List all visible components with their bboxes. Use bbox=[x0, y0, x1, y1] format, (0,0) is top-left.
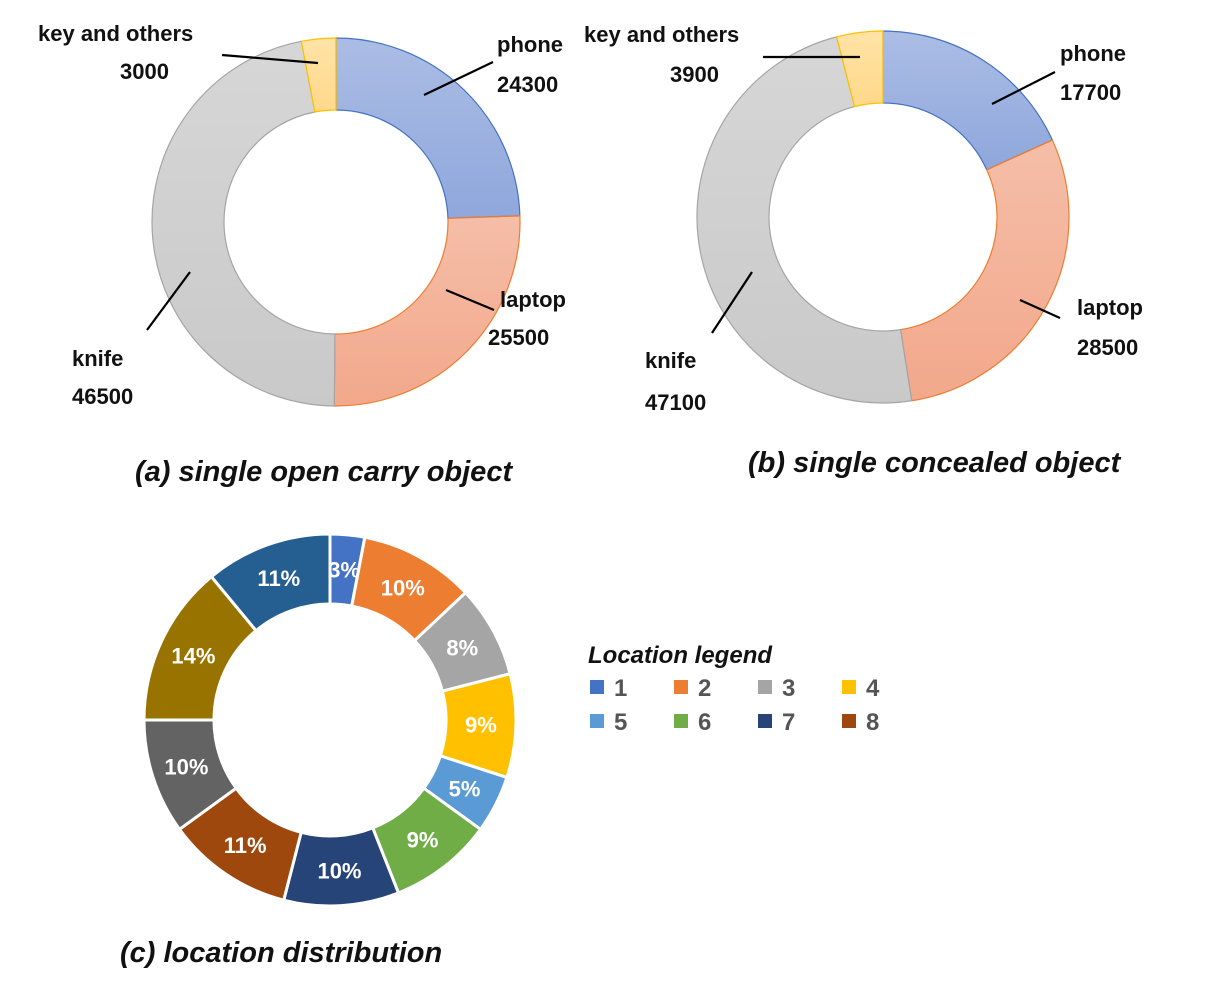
legend-label-8: 8 bbox=[866, 709, 879, 736]
leader-line-key-and-others bbox=[221, 53, 319, 65]
slice-laptop bbox=[333, 215, 521, 407]
location-pct-label-3: 8% bbox=[446, 635, 478, 660]
label-value-laptop: 28500 bbox=[1077, 335, 1138, 360]
leader-line-knife bbox=[711, 271, 753, 334]
slice-key-and-others bbox=[300, 37, 337, 113]
location-pct-label-9: 10% bbox=[164, 755, 208, 780]
location-pct-label-5: 5% bbox=[449, 777, 481, 802]
location-pct-label-6: 9% bbox=[407, 827, 439, 852]
slice-phone bbox=[335, 37, 521, 219]
label-name-key-and-others: key and others bbox=[584, 22, 739, 47]
leader-line-phone bbox=[423, 61, 494, 96]
label-value-knife: 46500 bbox=[72, 384, 133, 409]
label-value-phone: 17700 bbox=[1060, 80, 1121, 105]
label-value-phone: 24300 bbox=[497, 72, 558, 97]
legend-label-7: 7 bbox=[782, 709, 795, 736]
location-pct-label-1: 3% bbox=[328, 558, 360, 583]
donut-chart-location: 3% 10% 8% 9% 5% 9% 10% 11% 10% 14% 11% bbox=[142, 532, 518, 908]
donut-chart-open-carry: phone 24300 laptop 25500 knife 46500 key and o… bbox=[38, 21, 566, 409]
label-value-knife: 47100 bbox=[645, 390, 706, 415]
legend-label-3: 3 bbox=[782, 675, 795, 702]
location-pct-label-7: 10% bbox=[317, 859, 361, 884]
leader-line-laptop bbox=[445, 288, 495, 312]
caption-c: (c) location distribution bbox=[120, 937, 442, 969]
legend-label-4: 4 bbox=[866, 675, 880, 702]
slice-knife bbox=[151, 40, 336, 407]
location-pct-label-10: 14% bbox=[171, 644, 215, 669]
legend-label-2: 2 bbox=[698, 675, 711, 702]
legend-swatch-8 bbox=[842, 714, 856, 728]
label-value-key-and-others: 3900 bbox=[670, 62, 719, 87]
label-name-phone: phone bbox=[1060, 41, 1126, 66]
caption-b: (b) single concealed object bbox=[748, 447, 1122, 479]
leader-line-laptop bbox=[1019, 298, 1061, 320]
label-name-key-and-others: key and others bbox=[38, 21, 193, 46]
legend-swatch-6 bbox=[674, 714, 688, 728]
slice-key-and-others bbox=[835, 30, 884, 108]
slice-laptop bbox=[899, 139, 1070, 402]
label-name-laptop: laptop bbox=[500, 287, 566, 312]
location-slice-11 bbox=[209, 532, 332, 633]
legend-swatch-5 bbox=[590, 714, 604, 728]
label-value-laptop: 25500 bbox=[488, 325, 549, 350]
donut-chart-concealed: phone 17700 laptop 28500 knife 47100 key and o… bbox=[584, 22, 1143, 415]
leader-line-knife bbox=[146, 271, 191, 331]
slice-knife bbox=[696, 36, 913, 404]
location-legend: Location legend 1 2 3 4 5 6 7 8 bbox=[588, 642, 880, 736]
label-name-knife: knife bbox=[645, 348, 696, 373]
leader-line-phone bbox=[991, 71, 1056, 105]
label-name-phone: phone bbox=[497, 32, 563, 57]
legend-swatch-2 bbox=[674, 680, 688, 694]
legend-label-1: 1 bbox=[614, 675, 627, 702]
legend-swatch-1 bbox=[590, 680, 604, 694]
location-pct-label-8: 11% bbox=[224, 833, 267, 858]
label-value-key-and-others: 3000 bbox=[120, 59, 169, 84]
legend-swatch-4 bbox=[842, 680, 856, 694]
location-pct-label-2: 10% bbox=[381, 576, 425, 601]
legend-label-5: 5 bbox=[614, 709, 627, 736]
location-pct-label-11: 11% bbox=[257, 566, 300, 591]
location-pct-label-4: 9% bbox=[465, 713, 497, 738]
legend-swatch-3 bbox=[758, 680, 772, 694]
legend-title: Location legend bbox=[588, 642, 773, 669]
slice-phone bbox=[882, 30, 1054, 171]
legend-swatch-7 bbox=[758, 714, 772, 728]
label-name-knife: knife bbox=[72, 346, 123, 371]
label-name-laptop: laptop bbox=[1077, 295, 1143, 320]
caption-a: (a) single open carry object bbox=[135, 456, 513, 488]
legend-label-6: 6 bbox=[698, 709, 711, 736]
